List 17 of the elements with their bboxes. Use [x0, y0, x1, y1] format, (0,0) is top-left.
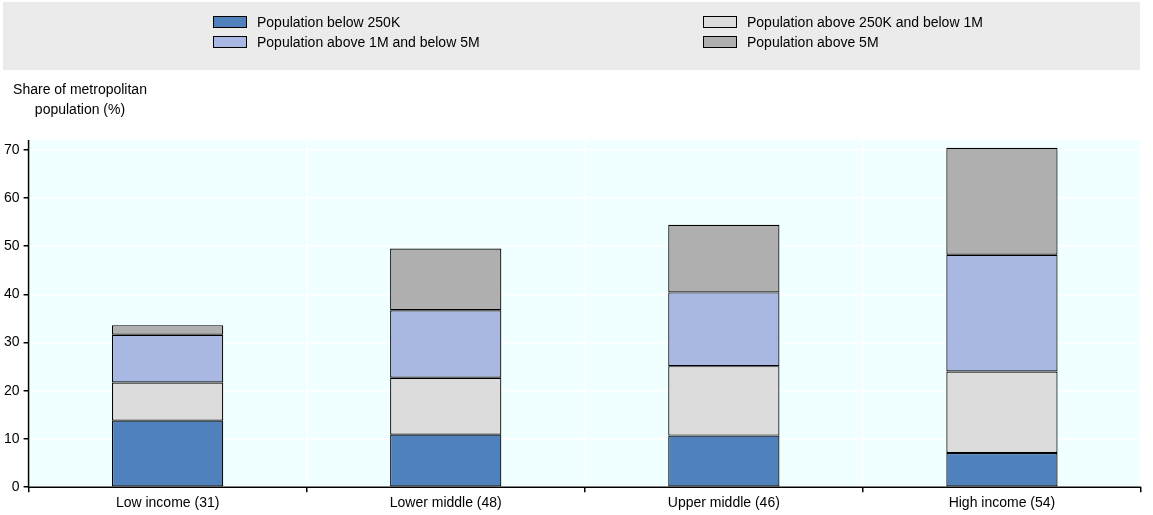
y-tick-label: 70: [3, 140, 20, 157]
y-tick-label: 30: [3, 333, 20, 350]
y-tick-label: 60: [3, 188, 20, 205]
y-tick-label: 40: [3, 285, 20, 302]
y-tick-label: 50: [3, 236, 20, 253]
y-tick-label: 10: [3, 429, 20, 446]
y-tick-label: 0: [11, 478, 20, 495]
x-tick-label: Low income (31): [115, 494, 220, 511]
x-tick-label: Lower middle (48): [389, 494, 502, 511]
x-tick-label: High income (54): [948, 494, 1056, 511]
legend-label: Population above 250K and below 1M: [747, 14, 983, 30]
y-tick-label: 20: [3, 381, 20, 398]
x-tick-label: Upper middle (46): [667, 494, 780, 511]
legend-label: Population above 5M: [747, 34, 879, 50]
legend-label: Population above 1M and below 5M: [257, 34, 480, 50]
y-axis-title: Share of metropolitan population (%): [13, 81, 147, 117]
legend-label: Population below 250K: [257, 14, 401, 30]
